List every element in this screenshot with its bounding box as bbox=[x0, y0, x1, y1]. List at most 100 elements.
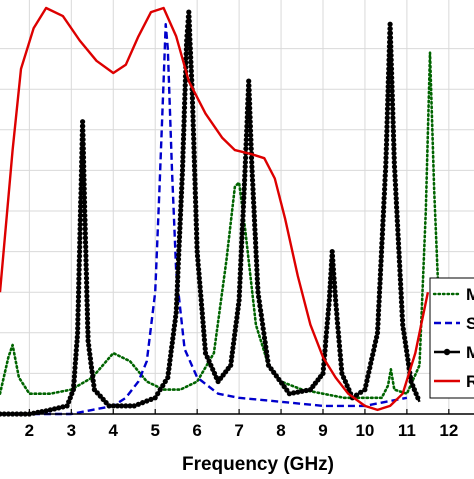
series-marker-point bbox=[81, 195, 87, 201]
series-marker-point bbox=[329, 253, 336, 259]
series-marker-point bbox=[254, 280, 261, 286]
series-marker-point bbox=[324, 320, 330, 326]
series-marker-point bbox=[327, 280, 333, 286]
series-marker-point bbox=[171, 327, 177, 333]
series-marker-point bbox=[75, 316, 81, 322]
series-marker-point bbox=[169, 344, 175, 350]
series-marker-point bbox=[75, 321, 81, 327]
series-marker-point bbox=[181, 123, 187, 129]
series-marker-point bbox=[403, 343, 409, 350]
series-marker-point bbox=[190, 109, 196, 115]
series-marker-point bbox=[236, 293, 242, 299]
series-marker-point bbox=[325, 316, 331, 322]
series-marker-point bbox=[177, 221, 183, 227]
series-marker-point bbox=[388, 61, 394, 67]
series-marker-point bbox=[368, 360, 374, 366]
series-marker-point bbox=[324, 325, 330, 331]
series-marker-point bbox=[337, 352, 343, 358]
series-marker-point bbox=[197, 288, 203, 294]
series-marker-point bbox=[323, 338, 329, 344]
series-marker-point bbox=[70, 387, 76, 393]
series-marker-point bbox=[199, 310, 205, 316]
series-marker-point bbox=[247, 110, 253, 116]
series-marker-point bbox=[179, 176, 185, 182]
series-marker-point bbox=[286, 391, 292, 397]
series-marker-point bbox=[411, 387, 417, 393]
series-marker-point bbox=[389, 92, 395, 99]
series-marker-point bbox=[383, 164, 389, 170]
series-marker-point bbox=[392, 173, 398, 179]
series-marker-point bbox=[73, 356, 79, 362]
series-marker-point bbox=[75, 303, 81, 309]
series-marker-point bbox=[247, 105, 253, 111]
series-marker-point bbox=[399, 317, 406, 323]
series-marker-point bbox=[208, 362, 214, 368]
series-marker-point bbox=[119, 403, 125, 409]
series-marker-point bbox=[60, 404, 66, 410]
series-marker-point bbox=[90, 373, 96, 379]
series-marker-point bbox=[388, 39, 394, 45]
x-tick-label: 4 bbox=[109, 421, 119, 440]
series-marker-point bbox=[181, 118, 187, 124]
series-marker-point bbox=[254, 267, 260, 273]
series-marker-point bbox=[393, 200, 399, 206]
series-marker-point bbox=[394, 218, 400, 224]
series-marker-point bbox=[190, 104, 196, 110]
series-marker-point bbox=[234, 315, 240, 321]
series-marker-point bbox=[194, 249, 200, 255]
series-marker-point bbox=[82, 203, 88, 210]
series-marker-point bbox=[390, 128, 396, 134]
series-marker-point bbox=[72, 365, 78, 371]
series-marker-point bbox=[395, 227, 401, 233]
series-marker-point bbox=[81, 199, 88, 205]
series-marker-point bbox=[389, 70, 395, 76]
series-marker-point bbox=[385, 92, 391, 99]
series-marker-point bbox=[192, 194, 199, 201]
series-marker-point bbox=[193, 199, 199, 205]
series-marker-point bbox=[237, 266, 244, 272]
series-marker-point bbox=[83, 244, 89, 250]
series-marker-point bbox=[291, 390, 297, 396]
series-marker-point bbox=[76, 262, 82, 268]
series-marker-point bbox=[249, 177, 256, 183]
series-marker-point bbox=[181, 114, 187, 120]
series-marker-point bbox=[379, 236, 385, 242]
x-tick-label: 10 bbox=[355, 421, 374, 440]
series-marker-point bbox=[243, 137, 249, 143]
series-marker-point bbox=[241, 181, 247, 188]
series-marker-point bbox=[64, 403, 70, 409]
series-marker-point bbox=[330, 262, 336, 268]
series-marker-point bbox=[339, 370, 345, 376]
series-marker-point bbox=[76, 289, 82, 295]
series-marker-point bbox=[198, 297, 204, 303]
series-marker-point bbox=[273, 373, 279, 379]
series-marker-point bbox=[83, 266, 89, 272]
series-marker-point bbox=[240, 217, 246, 223]
series-marker-point bbox=[189, 95, 195, 101]
series-marker-point bbox=[344, 383, 350, 389]
series-marker-point bbox=[187, 50, 194, 56]
series-marker-point bbox=[384, 137, 390, 143]
series-marker-point bbox=[81, 186, 87, 192]
series-marker-point bbox=[192, 185, 198, 191]
series-marker-point bbox=[383, 146, 389, 152]
series-marker-point bbox=[197, 279, 203, 286]
series-marker-point bbox=[251, 213, 257, 219]
series-marker-point bbox=[336, 343, 343, 349]
series-marker-point bbox=[261, 335, 268, 341]
series-marker-point bbox=[246, 96, 252, 102]
series-marker-point bbox=[82, 208, 88, 214]
series-marker-point bbox=[260, 326, 266, 332]
series-marker-point bbox=[84, 302, 90, 308]
series-marker-point bbox=[178, 198, 184, 205]
series-marker-point bbox=[175, 261, 181, 267]
series-marker-point bbox=[200, 319, 206, 325]
series-marker-point bbox=[320, 366, 326, 372]
series-marker-point bbox=[247, 123, 253, 129]
series-marker-point bbox=[404, 352, 410, 358]
series-marker-point bbox=[83, 262, 89, 268]
series-marker-point bbox=[196, 275, 202, 281]
series-marker-point bbox=[167, 357, 173, 363]
